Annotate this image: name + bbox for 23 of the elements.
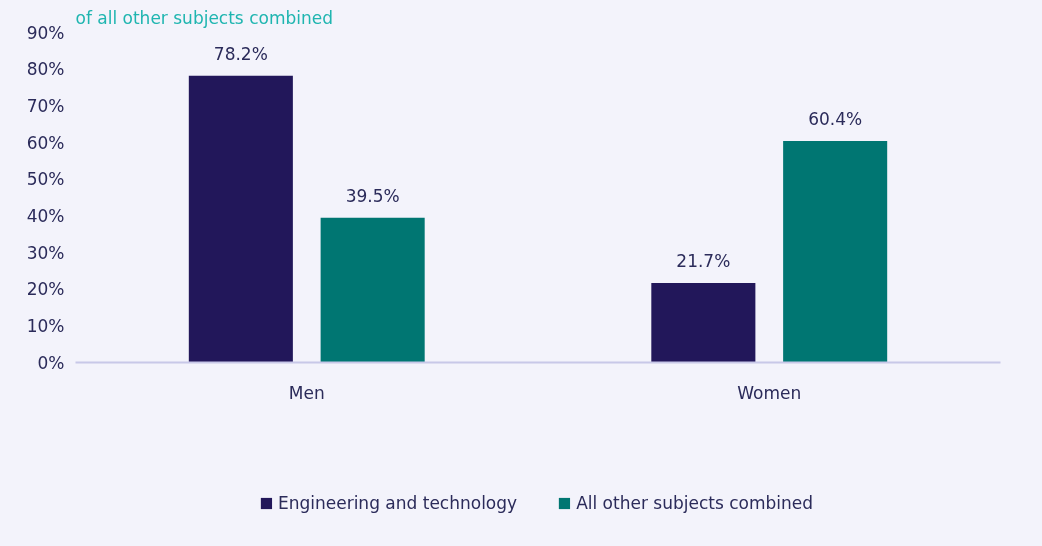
x-tick-label: Men — [288, 382, 325, 403]
data-label: 39.5% — [345, 185, 400, 206]
data-label: 78.2% — [213, 43, 268, 64]
y-tick-label: 30% — [26, 242, 65, 263]
y-tick-label: 80% — [26, 59, 65, 80]
y-tick-label: 0% — [37, 352, 65, 373]
data-label: 60.4% — [808, 109, 863, 130]
y-tick-label: 10% — [26, 315, 65, 336]
y-tick-label: 70% — [26, 95, 65, 116]
y-tick-label: 50% — [26, 169, 65, 190]
bar — [783, 141, 888, 363]
data-label: 21.7% — [676, 250, 731, 271]
y-tick-label: 20% — [26, 279, 65, 300]
bar — [320, 217, 425, 363]
x-tick-label: Women — [737, 382, 802, 403]
y-tick-label: 60% — [26, 132, 65, 153]
legend-label: All other subjects combined — [576, 492, 814, 513]
bar — [188, 75, 293, 363]
bar — [651, 282, 756, 363]
y-tick-label: 90% — [26, 22, 65, 43]
legend-label: Engineering and technology — [277, 492, 518, 513]
chart-title: of all other subjects combined — [75, 7, 333, 28]
y-tick-label: 40% — [26, 205, 65, 226]
